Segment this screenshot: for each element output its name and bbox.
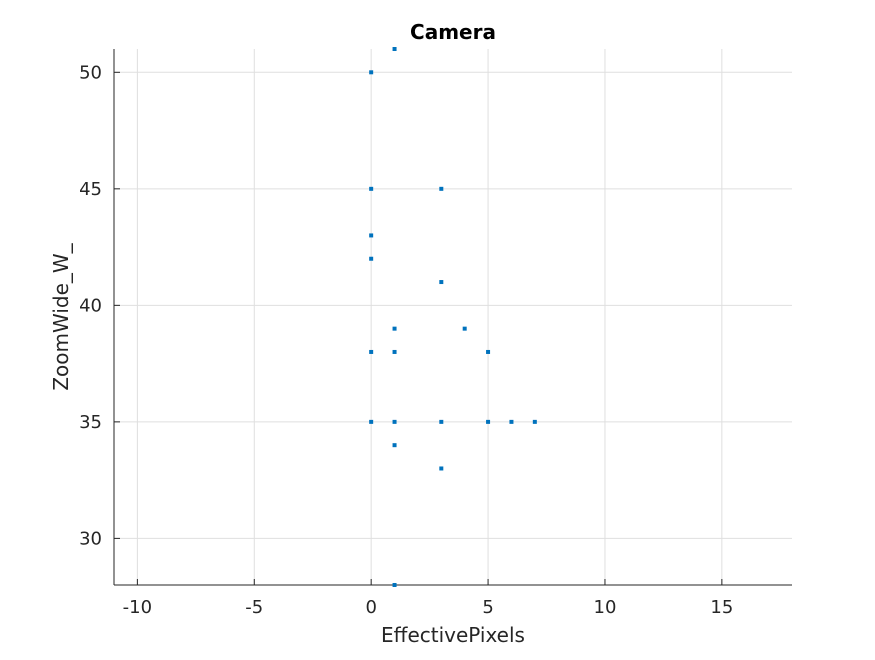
data-points xyxy=(369,47,537,587)
data-point xyxy=(439,419,444,424)
x-tick-label: 5 xyxy=(482,597,493,618)
data-point xyxy=(369,349,374,354)
x-tick-label: 15 xyxy=(710,597,733,618)
data-point xyxy=(369,70,374,75)
x-axis-label: EffectivePixels xyxy=(381,623,525,647)
data-point xyxy=(392,419,397,424)
data-point xyxy=(392,443,397,448)
grid xyxy=(114,49,792,585)
data-point xyxy=(486,419,491,424)
x-tick-label: 0 xyxy=(365,597,376,618)
y-ticks: 30 35 40 45 50 xyxy=(79,62,120,549)
data-point xyxy=(462,326,467,331)
x-tick-label: -5 xyxy=(245,597,263,618)
x-tick-label: 10 xyxy=(594,597,617,618)
data-point xyxy=(439,466,444,471)
data-point xyxy=(532,419,537,424)
x-tick-label: -10 xyxy=(123,597,152,618)
data-point xyxy=(369,233,374,238)
y-tick-label: 45 xyxy=(79,179,102,200)
axes xyxy=(113,49,792,586)
chart-title: Camera xyxy=(410,20,496,44)
y-tick-label: 40 xyxy=(79,295,102,316)
data-point xyxy=(369,186,374,191)
y-tick-label: 30 xyxy=(79,528,102,549)
data-point xyxy=(392,47,397,51)
y-tick-label: 35 xyxy=(79,412,102,433)
data-point xyxy=(392,349,397,354)
data-point xyxy=(439,280,444,285)
data-point xyxy=(392,326,397,331)
data-point xyxy=(509,419,514,424)
data-point xyxy=(369,256,374,261)
data-point xyxy=(369,419,374,424)
x-ticks: -10 -5 0 5 10 15 xyxy=(123,579,733,618)
y-tick-label: 50 xyxy=(79,62,102,83)
data-point xyxy=(439,186,444,191)
plot-area xyxy=(114,49,792,585)
data-point xyxy=(486,349,491,354)
data-point xyxy=(392,583,397,587)
y-axis-label: ZoomWide_W_ xyxy=(49,242,73,390)
